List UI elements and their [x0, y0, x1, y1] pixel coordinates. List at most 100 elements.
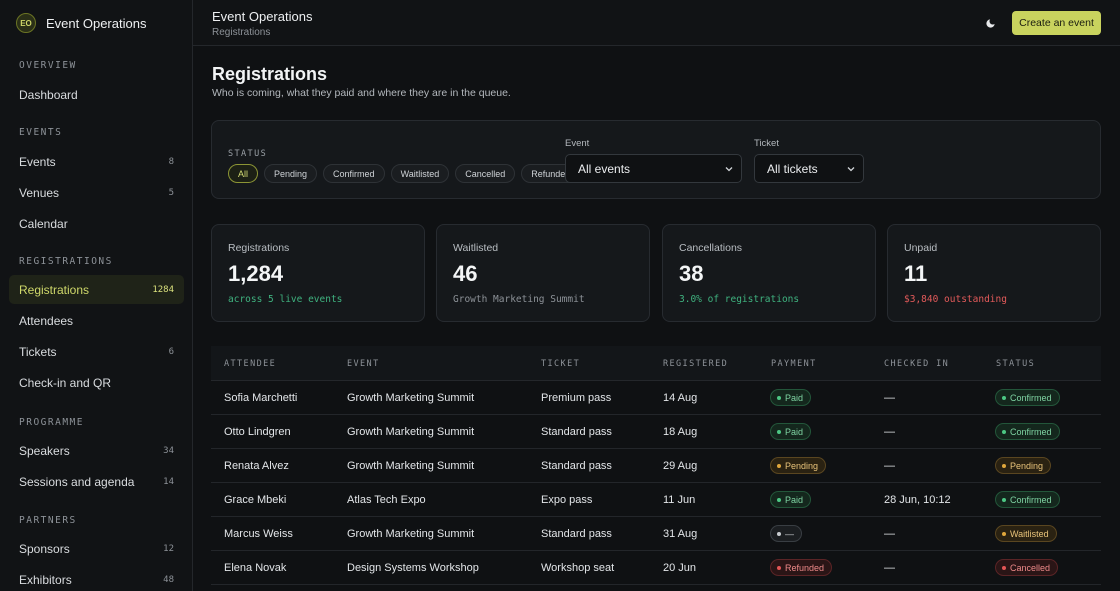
- sidebar-item-label: Sponsors: [19, 541, 70, 556]
- sidebar-item-exhibitors[interactable]: Exhibitors 48: [9, 565, 184, 591]
- status-dot-icon: [1002, 429, 1006, 434]
- status-chip-pending[interactable]: Pending: [264, 164, 318, 183]
- stat-note: Growth Marketing Summit: [453, 294, 585, 305]
- column-header-ticket[interactable]: TICKET: [541, 359, 581, 369]
- status-dot-icon: [777, 429, 781, 434]
- cell-registered: 18 Aug: [663, 426, 698, 438]
- sidebar-item-count: 6: [168, 346, 174, 357]
- cell-registered: 14 Aug: [663, 392, 698, 404]
- column-header-attendee[interactable]: ATTENDEE: [224, 359, 277, 369]
- sidebar-item-dashboard[interactable]: Dashboard: [9, 80, 184, 109]
- cell-checked-in: —: [884, 392, 895, 404]
- nav-section-title: REGISTRATIONS: [19, 256, 113, 267]
- sidebar-item-sponsors[interactable]: Sponsors 12: [9, 534, 184, 563]
- stat-label: Registrations: [228, 242, 290, 254]
- status-dot-icon: [777, 531, 781, 536]
- cell-attendee[interactable]: Otto Lindgren: [224, 426, 291, 438]
- column-header-status[interactable]: STATUS: [996, 359, 1036, 369]
- cell-registered: 11 Jun: [663, 494, 696, 506]
- sidebar-item-venues[interactable]: Venues 5: [9, 178, 184, 207]
- header-title: Event Operations: [212, 9, 313, 24]
- sidebar-item-registrations[interactable]: Registrations 1284: [9, 275, 184, 304]
- page-title: Registrations: [212, 64, 328, 84]
- column-header-payment[interactable]: PAYMENT: [771, 359, 817, 369]
- payment-label: Refunded: [785, 562, 825, 573]
- payment-label: —: [785, 528, 794, 539]
- payment-label: Paid: [785, 392, 804, 403]
- sidebar-item-count: 5: [168, 187, 174, 198]
- payment-badge: Paid: [770, 423, 812, 440]
- payment-badge: Paid: [770, 491, 812, 508]
- chevron-down-icon: [725, 167, 733, 172]
- table-row[interactable]: Elena Novak Design Systems Workshop Work…: [211, 551, 1101, 585]
- theme-toggle-button[interactable]: [983, 16, 997, 30]
- cell-event: Growth Marketing Summit: [347, 392, 475, 404]
- cell-ticket: Standard pass: [541, 528, 612, 540]
- cell-checked-in: —: [884, 528, 895, 540]
- sidebar-item-label: Speakers: [19, 443, 70, 458]
- sidebar-item-label: Venues: [19, 185, 60, 200]
- column-header-checked-in[interactable]: CHECKED IN: [884, 359, 950, 369]
- table-row[interactable]: Grace Mbeki Atlas Tech Expo Expo pass 11…: [211, 483, 1101, 517]
- cell-event: Growth Marketing Summit: [347, 460, 475, 472]
- stat-card-cancellations: Cancellations 38 3.0% of registrations: [662, 224, 876, 322]
- ticket-select[interactable]: All tickets: [754, 154, 864, 183]
- status-dot-icon: [1002, 565, 1006, 570]
- cell-ticket: Standard pass: [541, 426, 612, 438]
- event-select[interactable]: All events: [565, 154, 742, 183]
- sidebar-item-tickets[interactable]: Tickets 6: [9, 337, 184, 366]
- sidebar-item-speakers[interactable]: Speakers 34: [9, 436, 184, 465]
- cell-attendee[interactable]: Grace Mbeki: [224, 494, 287, 506]
- table-row[interactable]: Otto Lindgren Growth Marketing Summit St…: [211, 415, 1101, 449]
- page-subtitle: Who is coming, what they paid and where …: [212, 87, 511, 99]
- sidebar-item-attendees[interactable]: Attendees: [9, 306, 184, 335]
- sidebar-item-label: Dashboard: [19, 87, 78, 102]
- event-filter-label: Event: [565, 138, 590, 149]
- cell-registered: 20 Jun: [663, 562, 697, 574]
- create-event-button[interactable]: Create an event: [1012, 11, 1101, 35]
- payment-label: Paid: [785, 426, 804, 437]
- table-row[interactable]: Renata Alvez Growth Marketing Summit Sta…: [211, 449, 1101, 483]
- status-dot-icon: [1002, 497, 1006, 502]
- nav-programme: PROGRAMME Speakers 34 Sessions and agend…: [0, 417, 193, 496]
- status-chip-cancelled[interactable]: Cancelled: [455, 164, 516, 183]
- status-dot-icon: [777, 497, 781, 502]
- cell-attendee[interactable]: Marcus Weiss: [224, 528, 293, 540]
- breadcrumb[interactable]: Registrations: [212, 27, 271, 38]
- stat-label: Cancellations: [679, 242, 743, 254]
- payment-badge: Refunded: [770, 559, 833, 576]
- status-chip-confirmed[interactable]: Confirmed: [323, 164, 385, 183]
- stat-label: Waitlisted: [453, 242, 499, 254]
- table-row[interactable]: Sofia Marchetti Growth Marketing Summit …: [211, 381, 1101, 415]
- cell-checked-in: —: [884, 426, 895, 438]
- filters-panel: STATUS All Pending Confirmed Waitlisted …: [211, 120, 1101, 199]
- status-dot-icon: [777, 395, 781, 400]
- cell-attendee[interactable]: Elena Novak: [224, 562, 287, 574]
- table-row[interactable]: Marcus Weiss Growth Marketing Summit Sta…: [211, 517, 1101, 551]
- stat-card-waitlisted: Waitlisted 46 Growth Marketing Summit: [436, 224, 650, 322]
- sidebar-item-sessions[interactable]: Sessions and agenda 14: [9, 467, 184, 496]
- brand[interactable]: EO Event Operations: [0, 0, 192, 46]
- sidebar-item-calendar[interactable]: Calendar: [9, 209, 184, 238]
- cell-attendee[interactable]: Renata Alvez: [224, 460, 289, 472]
- ticket-select-value: All tickets: [767, 161, 818, 176]
- status-chip-all[interactable]: All: [228, 164, 259, 183]
- cell-attendee[interactable]: Sofia Marchetti: [224, 392, 298, 404]
- sidebar-item-count: 34: [163, 445, 174, 456]
- column-header-event[interactable]: EVENT: [347, 359, 380, 369]
- sidebar-item-check-in[interactable]: Check-in and QR: [9, 368, 184, 397]
- nav-partners: PARTNERS Sponsors 12 Exhibitors 48: [0, 515, 193, 591]
- sidebar-item-label: Events: [19, 154, 56, 169]
- cell-ticket: Standard pass: [541, 460, 612, 472]
- payment-badge: —: [770, 525, 802, 542]
- sidebar-item-count: 48: [163, 574, 174, 585]
- status-badge: Confirmed: [995, 423, 1060, 440]
- column-header-registered[interactable]: REGISTERED: [663, 359, 729, 369]
- sidebar-item-count: 12: [163, 543, 174, 554]
- status-chip-waitlisted[interactable]: Waitlisted: [390, 164, 450, 183]
- sidebar-item-label: Calendar: [19, 216, 68, 231]
- stat-label: Unpaid: [904, 242, 938, 254]
- sidebar-item-events[interactable]: Events 8: [9, 147, 184, 176]
- cell-checked-in: —: [884, 562, 895, 574]
- status-label: Confirmed: [1010, 494, 1052, 505]
